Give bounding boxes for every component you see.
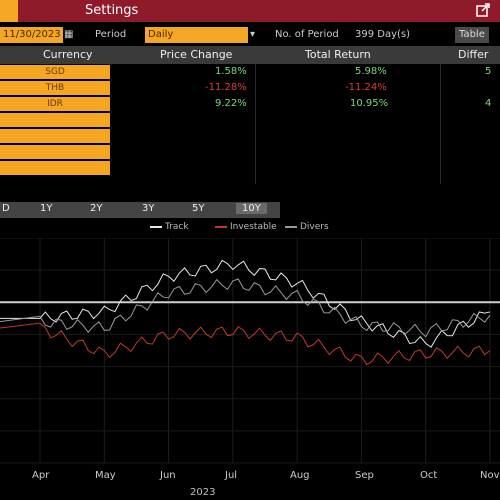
x-axis-year: 2023 [190, 487, 216, 498]
tab-3y[interactable]: 3Y [142, 203, 155, 214]
legend-label: Divers [300, 222, 329, 232]
legend-label: Track [165, 222, 189, 232]
table-button[interactable]: Table [455, 27, 489, 43]
currency-cell[interactable] [0, 113, 110, 127]
table-row[interactable] [0, 144, 500, 160]
table-row[interactable]: IDR 9.22% 10.95% 4 [0, 96, 500, 112]
currency-cell[interactable] [0, 129, 110, 143]
legend-swatch [215, 225, 227, 228]
price-change-cell: 9.22% [215, 98, 247, 109]
currency-cell[interactable]: SGD [0, 65, 110, 79]
table-row[interactable] [0, 160, 500, 176]
calendar-icon[interactable]: ▦ [64, 29, 74, 40]
series-line-track[interactable] [0, 259, 491, 348]
parameter-bar: 11/30/2023 ▦ Period Daily ▾ No. of Perio… [0, 24, 500, 46]
legend-item-investable[interactable]: Investable [215, 222, 277, 232]
table-header: Currency Price Change Total Return Diffe… [0, 46, 500, 64]
tab-d[interactable]: D [2, 203, 10, 214]
range-tabs: D 1Y 2Y 3Y 5Y 10Y [0, 202, 280, 218]
legend-label: Investable [230, 222, 277, 232]
column-divider [255, 64, 256, 184]
table-body: SGD 1.58% 5.98% 5 THB -11.28% -11.24% ID… [0, 64, 500, 176]
window-title: Settings [85, 3, 139, 18]
currency-cell[interactable] [0, 161, 110, 175]
line-chart[interactable] [0, 238, 500, 470]
price-change-cell: 1.58% [215, 66, 247, 77]
legend-item-divers[interactable]: Divers [285, 222, 329, 232]
column-divider [440, 64, 441, 184]
col-total-return[interactable]: Total Return [305, 48, 371, 61]
x-tick-label: Jul [225, 470, 238, 481]
tab-10y[interactable]: 10Y [236, 203, 267, 214]
table-row[interactable] [0, 112, 500, 128]
col-currency[interactable]: Currency [43, 48, 93, 61]
currency-cell[interactable]: THB [0, 81, 110, 95]
difference-cell: 5 [485, 66, 492, 77]
total-return-cell: -11.24% [345, 82, 387, 93]
total-return-cell: 10.95% [350, 98, 389, 109]
title-bar: Settings [0, 0, 500, 22]
price-change-cell: -11.28% [205, 82, 247, 93]
total-return-cell: 5.98% [355, 66, 387, 77]
difference-cell: 4 [485, 98, 492, 109]
x-tick-label: May [95, 470, 116, 481]
period-label: Period [95, 29, 127, 40]
period-select[interactable]: Daily [145, 27, 248, 43]
window-tab[interactable] [0, 0, 18, 22]
table-row[interactable]: THB -11.28% -11.24% [0, 80, 500, 96]
col-difference[interactable]: Differ [458, 48, 489, 61]
currency-cell[interactable]: IDR [0, 97, 110, 111]
table-row[interactable] [0, 128, 500, 144]
date-field[interactable]: 11/30/2023 [0, 27, 63, 43]
nperiods-label: No. of Period [275, 29, 339, 40]
legend-item-track[interactable]: Track [150, 222, 189, 232]
currency-cell[interactable] [0, 145, 110, 159]
tab-1y[interactable]: 1Y [40, 203, 53, 214]
x-tick-label: Sep [355, 470, 374, 481]
series-line-investable[interactable] [0, 322, 491, 366]
table-row[interactable]: SGD 1.58% 5.98% 5 [0, 64, 500, 80]
x-tick-label: Aug [290, 470, 310, 481]
nperiods-value[interactable]: 399 Day(s) [355, 29, 411, 40]
legend-swatch [150, 225, 162, 228]
col-price-change[interactable]: Price Change [160, 48, 233, 61]
x-tick-label: Nov [480, 470, 500, 481]
chevron-down-icon[interactable]: ▾ [250, 29, 256, 40]
x-tick-label: Apr [32, 470, 50, 481]
series-line-divers[interactable] [0, 278, 491, 338]
x-tick-label: Jun [160, 470, 176, 481]
tab-2y[interactable]: 2Y [90, 203, 103, 214]
legend-swatch [285, 225, 297, 228]
tab-5y[interactable]: 5Y [192, 203, 205, 214]
popout-icon[interactable] [476, 3, 490, 17]
x-tick-label: Oct [420, 470, 438, 481]
